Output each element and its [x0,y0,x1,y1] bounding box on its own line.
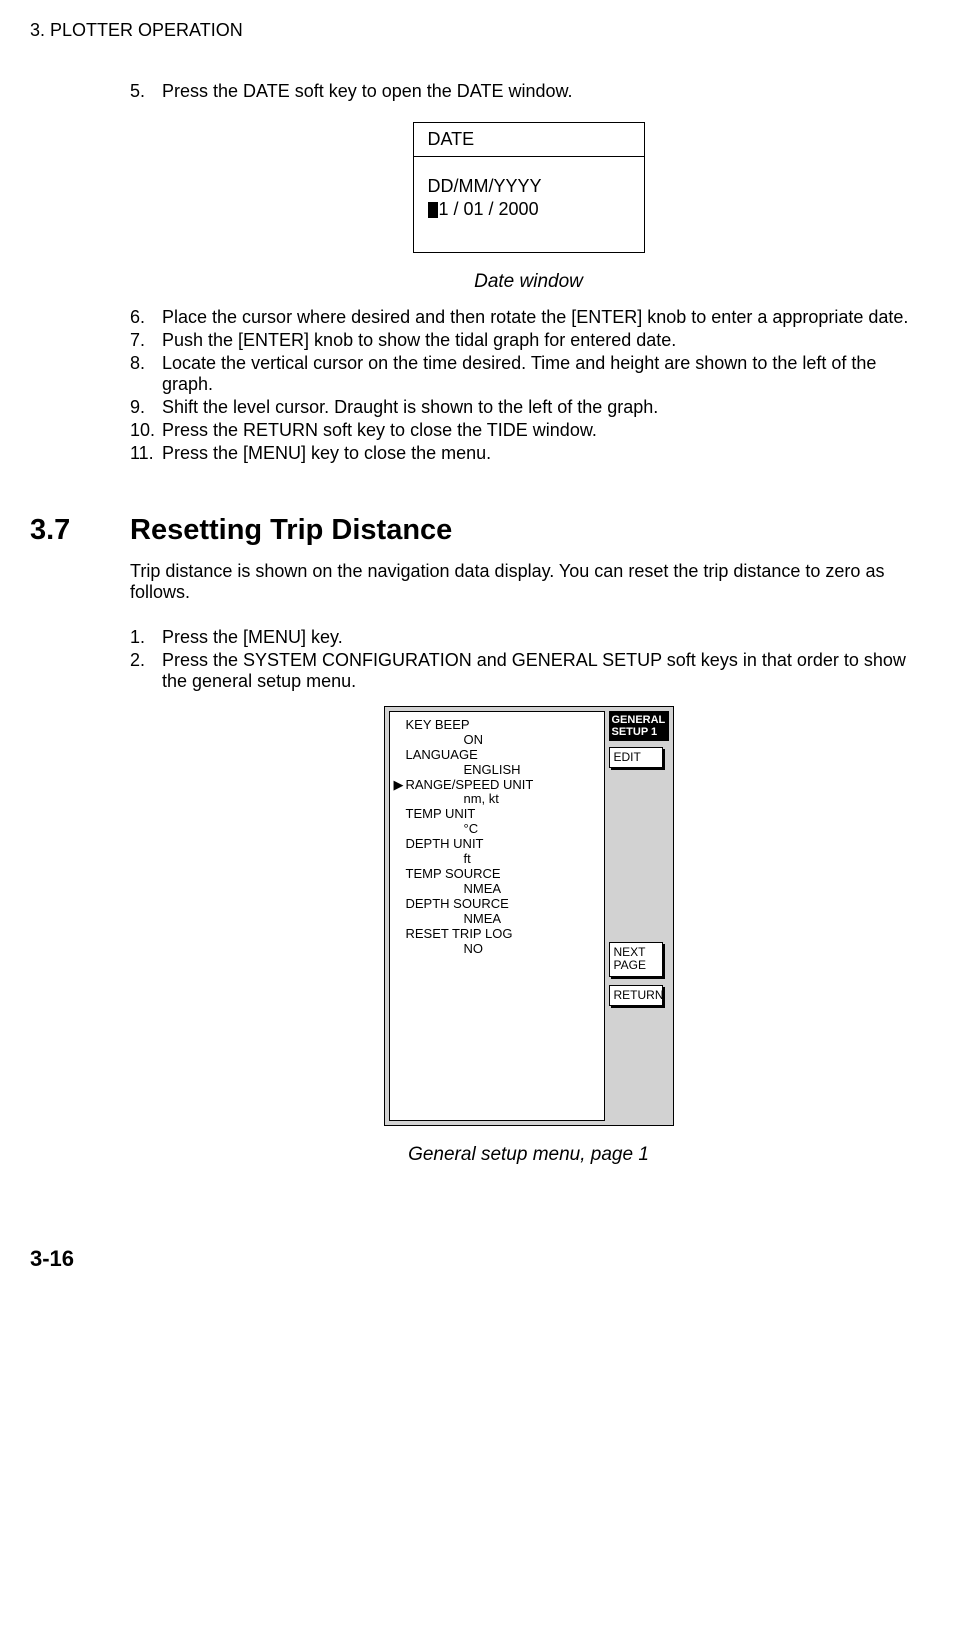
date-format-label: DD/MM/YYYY [428,175,630,198]
setup-item-value: ft [464,852,598,867]
setup-item-label: TEMP SOURCE [406,867,501,882]
page-number: 3-16 [30,1246,927,1272]
step-item: 6.Place the cursor where desired and the… [130,307,927,328]
step-text: Press the DATE soft key to open the DATE… [162,81,927,102]
setup-item-marker [394,927,406,942]
step-item: 11.Press the [MENU] key to close the men… [130,443,927,464]
date-window-caption: Date window [130,271,927,293]
step-item: 7.Push the [ENTER] knob to show the tida… [130,330,927,351]
setup-item: ▶RANGE/SPEED UNIT [394,778,598,793]
step-number: 7. [130,330,162,351]
step-number: 2. [130,650,162,692]
edit-softkey[interactable]: EDIT [609,747,663,768]
step-number: 1. [130,627,162,648]
step-item: 8.Locate the vertical cursor on the time… [130,353,927,395]
setup-item-label: LANGUAGE [406,748,478,763]
setup-item: RESET TRIP LOG [394,927,598,942]
step-text: Press the [MENU] key to close the menu. [162,443,927,464]
section-number: 3.7 [30,514,130,547]
step-text: Push the [ENTER] knob to show the tidal … [162,330,927,351]
section-paragraph: Trip distance is shown on the navigation… [130,561,927,603]
date-window-title: DATE [414,123,644,157]
step-text: Press the RETURN soft key to close the T… [162,420,927,441]
setup-item-label: RESET TRIP LOG [406,927,513,942]
step-item: 1.Press the [MENU] key. [130,627,927,648]
setup-caption: General setup menu, page 1 [130,1144,927,1166]
setup-item: DEPTH UNIT [394,837,598,852]
setup-item-marker [394,748,406,763]
step-text: Press the [MENU] key. [162,627,927,648]
setup-item-label: DEPTH UNIT [406,837,484,852]
setup-item-value: NMEA [464,912,598,927]
setup-item-label: RANGE/SPEED UNIT [406,778,534,793]
step-item: 2.Press the SYSTEM CONFIGURATION and GEN… [130,650,927,692]
step-item: 9.Shift the level cursor. Draught is sho… [130,397,927,418]
setup-item-label: TEMP UNIT [406,807,476,822]
step-text: Place the cursor where desired and then … [162,307,927,328]
setup-item: LANGUAGE [394,748,598,763]
setup-item-value: NMEA [464,882,598,897]
setup-item-label: DEPTH SOURCE [406,897,509,912]
step-number: 10. [130,420,162,441]
step-number: 8. [130,353,162,395]
step-number: 11. [130,443,162,464]
setup-item-label: KEY BEEP [406,718,470,733]
cursor-icon [428,202,438,218]
step-text: Shift the level cursor. Draught is shown… [162,397,927,418]
setup-item: TEMP SOURCE [394,867,598,882]
setup-item-marker [394,837,406,852]
setup-item-value: NO [464,942,598,957]
setup-item: KEY BEEP [394,718,598,733]
section-title: Resetting Trip Distance [130,514,452,547]
setup-item: DEPTH SOURCE [394,897,598,912]
general-setup-list: KEY BEEPONLANGUAGEENGLISH▶RANGE/SPEED UN… [389,711,605,1121]
next-page-softkey[interactable]: NEXTPAGE [609,942,663,976]
date-window: DATE DD/MM/YYYY 1 / 01 / 2000 [413,122,645,253]
step-5: 5. Press the DATE soft key to open the D… [130,81,927,102]
setup-title: GENERALSETUP 1 [609,711,669,741]
setup-item-value: ON [464,733,598,748]
step-item: 10.Press the RETURN soft key to close th… [130,420,927,441]
setup-item-marker [394,867,406,882]
return-softkey[interactable]: RETURN [609,985,663,1006]
setup-item-marker [394,718,406,733]
setup-item-value: °C [464,822,598,837]
chapter-header: 3. PLOTTER OPERATION [30,20,927,41]
step-text: Locate the vertical cursor on the time d… [162,353,927,395]
step-number: 5. [130,81,162,102]
setup-item-marker [394,897,406,912]
date-value: 1 / 01 / 2000 [439,198,539,221]
step-number: 6. [130,307,162,328]
setup-item-value: ENGLISH [464,763,598,778]
setup-item-marker: ▶ [394,778,406,793]
step-number: 9. [130,397,162,418]
date-value-row: 1 / 01 / 2000 [428,198,630,221]
setup-item-marker [394,807,406,822]
setup-item-value: nm, kt [464,792,598,807]
general-setup-window: KEY BEEPONLANGUAGEENGLISH▶RANGE/SPEED UN… [384,706,674,1126]
step-text: Press the SYSTEM CONFIGURATION and GENER… [162,650,927,692]
setup-item: TEMP UNIT [394,807,598,822]
